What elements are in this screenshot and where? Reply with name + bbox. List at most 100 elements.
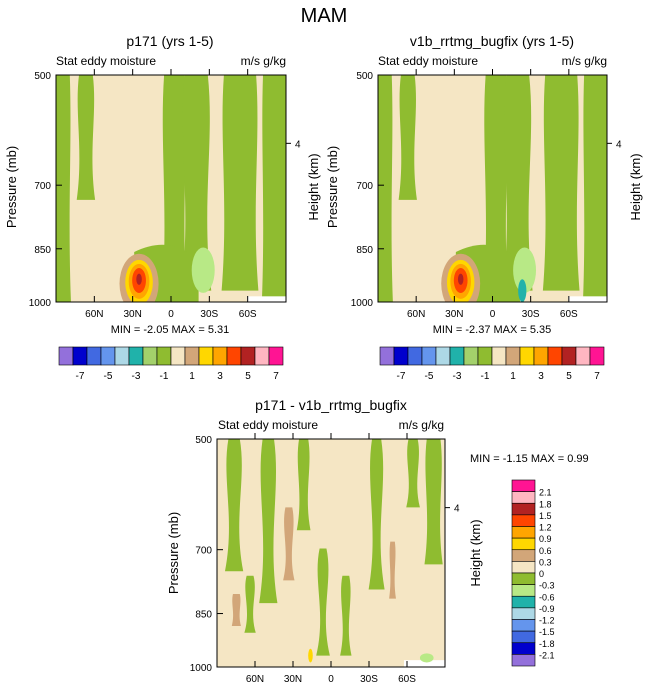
panel1-ytick-label-1: 700 [34, 181, 51, 192]
colorbar2-label-5: 3 [538, 371, 544, 382]
panel1-green-band-5 [261, 75, 286, 302]
panel2-title: v1b_rrtmg_bugfix (yrs 1-5) [410, 33, 574, 49]
panel-difference: p171 - v1b_rrtmg_bugfix Stat eddy moistu… [166, 397, 589, 685]
colorbar1-label-3: -1 [160, 371, 169, 382]
colorbar1-label-1: -5 [104, 371, 113, 382]
colorbar-panel2: -7 -5 -3 -1 1 3 5 7 [379, 346, 605, 382]
colorbar2-label-4: 1 [510, 371, 516, 382]
colorbar1-swatch-5 [128, 346, 144, 366]
panel3-green-band-1 [259, 439, 278, 604]
panel3-ytick-label-1: 700 [195, 546, 212, 557]
colorbar2-swatch-6 [463, 346, 479, 366]
panel2-max-contour-4 [457, 273, 464, 285]
panel1-right-tick-label: 4 [295, 139, 301, 150]
colorbar3-swatch-3 [511, 514, 536, 527]
panel2-pale-green-blob [513, 247, 537, 293]
panel2-green-band-0 [378, 75, 393, 302]
colorbar3-label-10: -0.9 [539, 604, 555, 614]
colorbar1-swatch-1 [72, 346, 88, 366]
colorbar3-label-14: -2.1 [539, 650, 555, 660]
colorbar2-label-7: 7 [594, 371, 600, 382]
colorbar3-swatch-0 [511, 479, 536, 492]
panel1-xtick-label-1: 30N [123, 309, 141, 320]
colorbar3-label-5: 0.6 [539, 546, 552, 556]
panel1-right-axis-label: Height (km) [306, 153, 321, 220]
colorbar1-swatch-11 [212, 346, 228, 366]
panel3-background [217, 439, 445, 667]
colorbar1-label-4: 1 [189, 371, 195, 382]
colorbar1-label-7: 7 [273, 371, 279, 382]
panel3-xtick-label-4: 60S [398, 674, 416, 685]
colorbar1-swatch-10 [198, 346, 214, 366]
colorbar1-swatch-2 [86, 346, 102, 366]
colorbar2-swatch-4 [435, 346, 451, 366]
colorbar3-label-4: 0.9 [539, 534, 552, 544]
panel1-right-label: m/s g/kg [241, 54, 286, 68]
panel2-green-band-5 [582, 75, 607, 302]
colorbar2-swatch-5 [449, 346, 465, 366]
colorbar3-label-2: 1.5 [539, 511, 552, 521]
colorbar3-swatch-1 [511, 491, 536, 504]
panel1-green-band-3 [181, 75, 212, 291]
colorbar1-label-0: -7 [76, 371, 85, 382]
panel3-xtick-label-0: 60N [246, 674, 264, 685]
colorbar3-swatch-10 [511, 595, 536, 609]
colorbar1-swatch-7 [156, 346, 172, 366]
colorbar3-label-7: 0 [539, 569, 544, 579]
colorbar2-swatch-1 [393, 346, 409, 366]
panel3-green-band-0 [224, 439, 244, 572]
colorbar3-label-11: -1.2 [539, 616, 555, 626]
panel1-xtick-label-2: 0 [168, 309, 174, 320]
panel3-xtick-label-3: 30S [360, 674, 378, 685]
colorbar2-swatch-2 [407, 346, 423, 366]
panel1-ytick-label-3: 1000 [29, 298, 52, 309]
panel3-green-band-4 [406, 439, 420, 508]
colorbar2-label-1: -5 [425, 371, 434, 382]
colorbar2-swatch-8 [491, 346, 507, 366]
figure-title: MAM [301, 5, 348, 27]
colorbar-difference: 2.11.81.51.20.90.60.30-0.3-0.6-0.9-1.2-1… [511, 479, 555, 667]
colorbar2-label-0: -7 [397, 371, 406, 382]
panel3-missing-region [403, 660, 445, 667]
colorbar3-label-9: -0.6 [539, 592, 555, 602]
panel3-right-label: m/s g/kg [399, 418, 444, 432]
panel3-tan-band-1 [389, 541, 396, 599]
panel-p171: p171 (yrs 1-5) Stat eddy moisture m/s g/… [4, 33, 321, 336]
panel3-xtick-label-2: 0 [328, 674, 334, 685]
panel2-xtick-label-4: 60S [560, 309, 578, 320]
colorbar2-swatch-11 [533, 346, 549, 366]
colorbar3-swatch-7 [511, 561, 536, 574]
panel3-tan-band-0 [283, 507, 295, 581]
colorbar3-swatch-6 [511, 549, 536, 562]
colorbar1-swatch-9 [184, 346, 200, 366]
panel1-title: p171 (yrs 1-5) [126, 33, 213, 49]
colorbar2-swatch-14 [575, 346, 591, 366]
colorbar2-swatch-15 [589, 346, 605, 366]
colorbar3-swatch-11 [511, 607, 536, 620]
panel3-green-band-3 [368, 439, 385, 590]
panel3-ylabel: Pressure (mb) [166, 512, 181, 594]
colorbar2-swatch-13 [561, 346, 577, 366]
panel2-stats: MIN = -2.37 MAX = 5.35 [433, 324, 552, 336]
colorbar1-label-2: -3 [132, 371, 141, 382]
panel3-right-axis-label: Height (km) [468, 519, 483, 586]
panel1-field [56, 75, 286, 302]
panel3-title: p171 - v1b_rrtmg_bugfix [255, 397, 407, 413]
colorbar3-swatch-9 [511, 584, 536, 597]
colorbar2-swatch-9 [505, 346, 521, 366]
panel1-xtick-label-3: 30S [200, 309, 218, 320]
panel2-xtick-label-3: 30S [522, 309, 540, 320]
colorbar1-label-6: 5 [245, 371, 251, 382]
panel3-green-band-5 [424, 439, 443, 565]
panel1-ytick-label-2: 850 [34, 245, 51, 256]
colorbar1-swatch-8 [170, 346, 186, 366]
panel3-low-green-band-2 [244, 575, 256, 633]
colorbar-panel1: -7 -5 -3 -1 1 3 5 7 [58, 346, 284, 382]
panel2-xtick-label-1: 30N [445, 309, 463, 320]
colorbar1-swatch-12 [226, 346, 242, 366]
colorbar1-swatch-14 [254, 346, 270, 366]
panel2-ylabel: Pressure (mb) [325, 146, 340, 228]
panel3-low-green-band-1 [340, 575, 352, 656]
colorbar2-label-6: 5 [566, 371, 572, 382]
